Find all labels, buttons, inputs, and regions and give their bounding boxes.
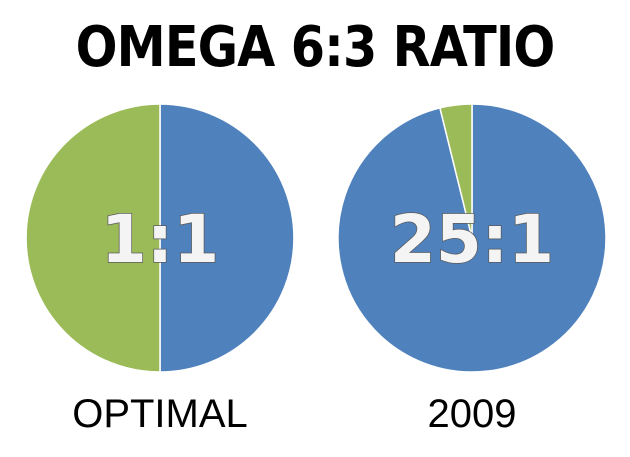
pie-svg-optimal: 1:1	[25, 103, 295, 373]
ratio-label-2009: 25:1	[390, 201, 554, 278]
chart-title: OMEGA 6:3 RATIO	[75, 15, 556, 80]
pie-slices-2009	[337, 103, 607, 373]
pie-slice-2009-1	[439, 103, 473, 239]
pie-slice-optimal-0	[159, 103, 295, 373]
ratio-label-optimal: 1:1	[101, 201, 219, 278]
pie-slices-optimal	[25, 103, 295, 373]
pie-chart-2009: 25:1	[336, 102, 608, 374]
pie-label-optimal: OPTIMAL	[72, 392, 248, 436]
pie-slice-optimal-1	[25, 103, 161, 373]
pie-label-2009: 2009	[427, 392, 517, 436]
pie-chart-optimal: 1:1	[24, 102, 296, 374]
pie-svg-2009: 25:1	[337, 103, 607, 373]
